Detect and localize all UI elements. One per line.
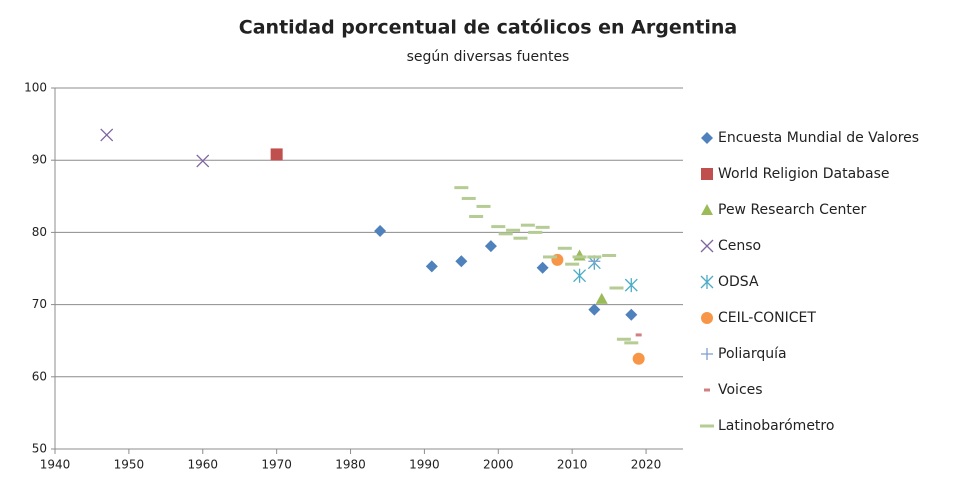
chart-title: Cantidad porcentual de católicos en Arge… <box>239 17 737 39</box>
point <box>100 128 114 142</box>
legend-marker <box>700 239 714 253</box>
legend-label: Encuesta Mundial de Valores <box>718 130 919 146</box>
point <box>595 292 608 304</box>
y-tick-label: 90 <box>32 153 47 167</box>
x-tick-label: 1960 <box>187 458 218 472</box>
point <box>498 232 513 236</box>
legend-label: Pew Research Center <box>718 202 866 218</box>
point <box>513 236 528 240</box>
point <box>528 230 543 234</box>
point <box>609 286 624 290</box>
point <box>602 254 617 258</box>
legend-marker <box>704 388 710 392</box>
x-tick-label: 2020 <box>631 458 662 472</box>
point <box>454 186 469 190</box>
x-tick-label: 1950 <box>114 458 145 472</box>
point <box>573 268 587 283</box>
y-tick-label: 100 <box>24 81 47 95</box>
point <box>455 255 468 268</box>
point <box>476 204 491 208</box>
point <box>624 341 639 345</box>
legend-label: Poliarquía <box>718 346 787 362</box>
chart-subtitle: según diversas fuentes <box>407 49 570 65</box>
point <box>635 333 642 337</box>
point <box>469 215 484 219</box>
point <box>535 225 550 229</box>
legend-label: CEIL-CONICET <box>718 310 816 326</box>
point <box>506 228 521 232</box>
point <box>572 255 587 259</box>
y-tick-label: 60 <box>32 369 47 383</box>
legend-label: Latinobarómetro <box>718 418 834 434</box>
point <box>624 278 638 293</box>
legend-label: World Religion Database <box>718 166 890 182</box>
point <box>270 148 283 161</box>
legend-marker <box>701 348 713 360</box>
legend-marker <box>701 204 713 215</box>
point <box>425 260 438 273</box>
x-tick-label: 2010 <box>557 458 588 472</box>
x-tick-label: 1990 <box>409 458 440 472</box>
legend-marker <box>700 424 714 428</box>
legend-label: Censo <box>718 238 761 254</box>
point <box>484 240 497 253</box>
y-tick-label: 70 <box>32 297 47 311</box>
legend-marker <box>701 132 713 144</box>
legend-marker <box>701 168 713 180</box>
point <box>557 246 572 250</box>
y-tick-label: 50 <box>32 442 47 456</box>
point <box>573 249 586 261</box>
point <box>491 225 506 229</box>
legend-marker <box>701 312 713 324</box>
x-tick-label: 2000 <box>483 458 514 472</box>
point <box>616 337 631 341</box>
point <box>536 261 549 274</box>
point <box>374 224 387 237</box>
x-tick-label: 1980 <box>335 458 366 472</box>
legend-label: ODSA <box>718 274 759 290</box>
point <box>588 303 601 316</box>
point <box>565 262 580 266</box>
legend-label: Voices <box>718 382 763 398</box>
point <box>632 352 645 365</box>
y-tick-label: 80 <box>32 225 47 239</box>
point <box>587 255 602 259</box>
x-tick-label: 1970 <box>261 458 292 472</box>
point <box>196 154 210 168</box>
point <box>520 223 535 227</box>
point <box>543 255 558 259</box>
point <box>461 196 476 200</box>
legend-marker <box>700 275 714 289</box>
x-tick-label: 1940 <box>40 458 71 472</box>
point <box>625 308 638 321</box>
